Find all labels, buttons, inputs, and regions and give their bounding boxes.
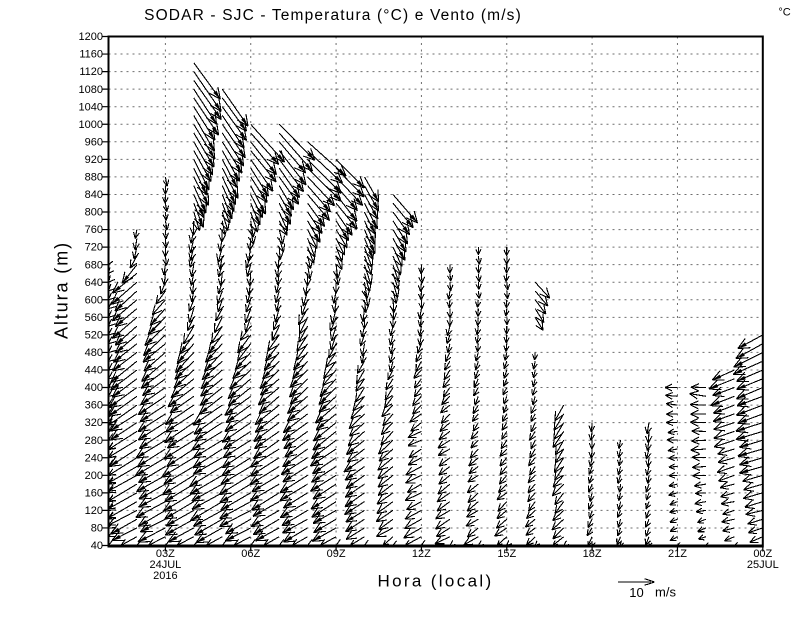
svg-text:480: 480 bbox=[85, 347, 103, 359]
svg-text:520: 520 bbox=[85, 330, 103, 342]
svg-text:21Z: 21Z bbox=[668, 548, 687, 560]
svg-text:03Z: 03Z bbox=[156, 548, 175, 560]
svg-text:1040: 1040 bbox=[79, 101, 103, 113]
svg-text:840: 840 bbox=[85, 189, 103, 201]
svg-text:°C: °C bbox=[778, 7, 790, 19]
svg-text:00Z: 00Z bbox=[753, 548, 772, 560]
svg-text:800: 800 bbox=[85, 207, 103, 219]
svg-text:09Z: 09Z bbox=[327, 548, 346, 560]
svg-text:600: 600 bbox=[85, 294, 103, 306]
svg-text:320: 320 bbox=[85, 417, 103, 429]
svg-text:SODAR - SJC - Temperatura: SODAR - SJC - Temperatura (°C) e Vento (… bbox=[144, 7, 522, 24]
svg-text:880: 880 bbox=[85, 172, 103, 184]
svg-text:640: 640 bbox=[85, 277, 103, 289]
svg-text:720: 720 bbox=[85, 242, 103, 254]
svg-text:160: 160 bbox=[85, 487, 103, 499]
svg-text:Altura (m): Altura (m) bbox=[52, 241, 72, 339]
svg-text:1000: 1000 bbox=[79, 119, 103, 131]
svg-text:360: 360 bbox=[85, 400, 103, 412]
svg-text:440: 440 bbox=[85, 365, 103, 377]
svg-text:400: 400 bbox=[85, 382, 103, 394]
svg-text:06Z: 06Z bbox=[241, 548, 260, 560]
svg-text:25JUL: 25JUL bbox=[747, 559, 779, 571]
svg-text:760: 760 bbox=[85, 224, 103, 236]
svg-text:120: 120 bbox=[85, 505, 103, 517]
svg-text:24JUL: 24JUL bbox=[150, 559, 182, 571]
svg-text:80: 80 bbox=[91, 523, 103, 535]
svg-text:Hora (local): Hora (local) bbox=[377, 572, 493, 591]
svg-text:18Z: 18Z bbox=[583, 548, 602, 560]
svg-text:1200: 1200 bbox=[79, 31, 103, 43]
svg-text:40: 40 bbox=[91, 540, 103, 552]
svg-text:280: 280 bbox=[85, 435, 103, 447]
svg-text:2016: 2016 bbox=[153, 570, 177, 582]
svg-text:12Z: 12Z bbox=[412, 548, 431, 560]
svg-text:240: 240 bbox=[85, 452, 103, 464]
svg-text:m/s: m/s bbox=[655, 585, 676, 600]
svg-text:15Z: 15Z bbox=[497, 548, 516, 560]
svg-text:960: 960 bbox=[85, 136, 103, 148]
svg-text:1160: 1160 bbox=[79, 49, 103, 61]
svg-text:10: 10 bbox=[629, 585, 643, 600]
svg-text:1080: 1080 bbox=[79, 84, 103, 96]
svg-text:680: 680 bbox=[85, 259, 103, 271]
svg-text:1120: 1120 bbox=[79, 66, 103, 78]
svg-text:200: 200 bbox=[85, 470, 103, 482]
svg-text:560: 560 bbox=[85, 312, 103, 324]
svg-text:920: 920 bbox=[85, 154, 103, 166]
